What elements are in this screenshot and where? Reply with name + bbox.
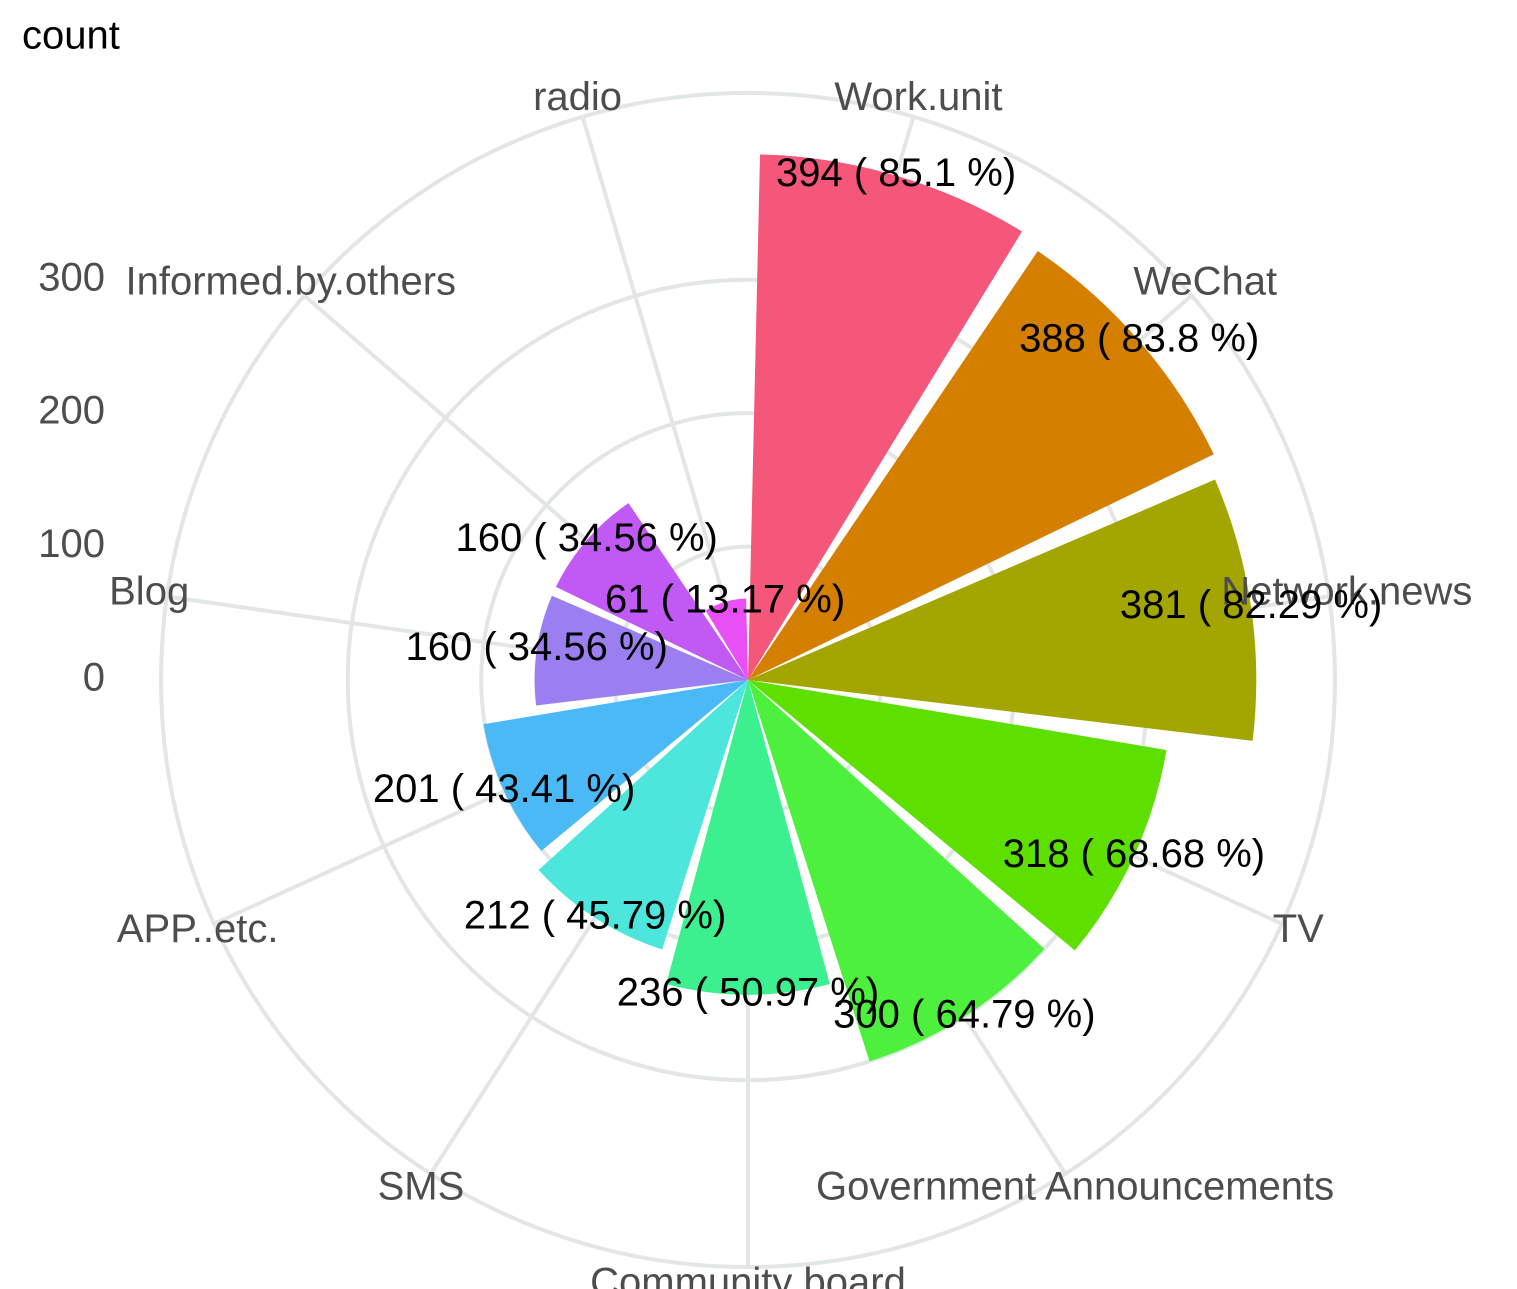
data-label: 201 ( 43.41 %) [373,767,635,811]
data-label: 300 ( 64.79 %) [833,992,1095,1036]
data-label: 318 ( 68.68 %) [1003,832,1265,876]
category-label: WeChat [1133,259,1277,303]
bar [748,680,1167,951]
bar [748,680,1045,1062]
category-label: Network.news [1221,569,1472,613]
category-label: Informed.by.others [126,259,457,303]
y-tick-label: 200 [38,389,105,433]
category-label: Blog [109,569,189,613]
data-label: 236 ( 50.97 %) [617,970,879,1014]
category-label: SMS [378,1165,465,1209]
data-label: 394 ( 85.1 %) [776,151,1016,195]
bar [748,154,1023,680]
category-label: TV [1273,907,1324,951]
spoke [580,116,750,681]
data-label: 160 ( 34.56 %) [406,625,668,669]
bar [748,251,1214,680]
bar [534,595,748,706]
category-label: Government Announcements [816,1165,1334,1209]
axis-title: count [22,14,120,58]
category-label: Work.unit [834,75,1002,119]
bar [483,680,748,851]
labels: 0 100 200 300 Work.unit 394 ( 85.1 %) WeChat 38… [38,75,1472,1289]
data-label: 212 ( 45.79 %) [464,893,726,937]
category-label: APP..etc. [117,907,279,951]
data-label: 381 ( 82.29 %) [1120,583,1382,627]
bars [483,154,1257,1062]
category-label: Community board [590,1261,906,1289]
y-tick-label: 100 [38,522,105,566]
bar [705,598,748,680]
y-tick-label: 0 [83,656,105,700]
data-label: 388 ( 83.8 %) [1019,317,1259,361]
category-label: radio [533,75,622,119]
bar [538,680,748,950]
bar [555,503,748,680]
y-tick-label: 300 [38,255,105,299]
data-label: 160 ( 34.56 %) [455,516,717,560]
bar [748,479,1257,741]
data-label: 61 ( 13.17 %) [605,577,845,621]
bar [666,680,830,995]
